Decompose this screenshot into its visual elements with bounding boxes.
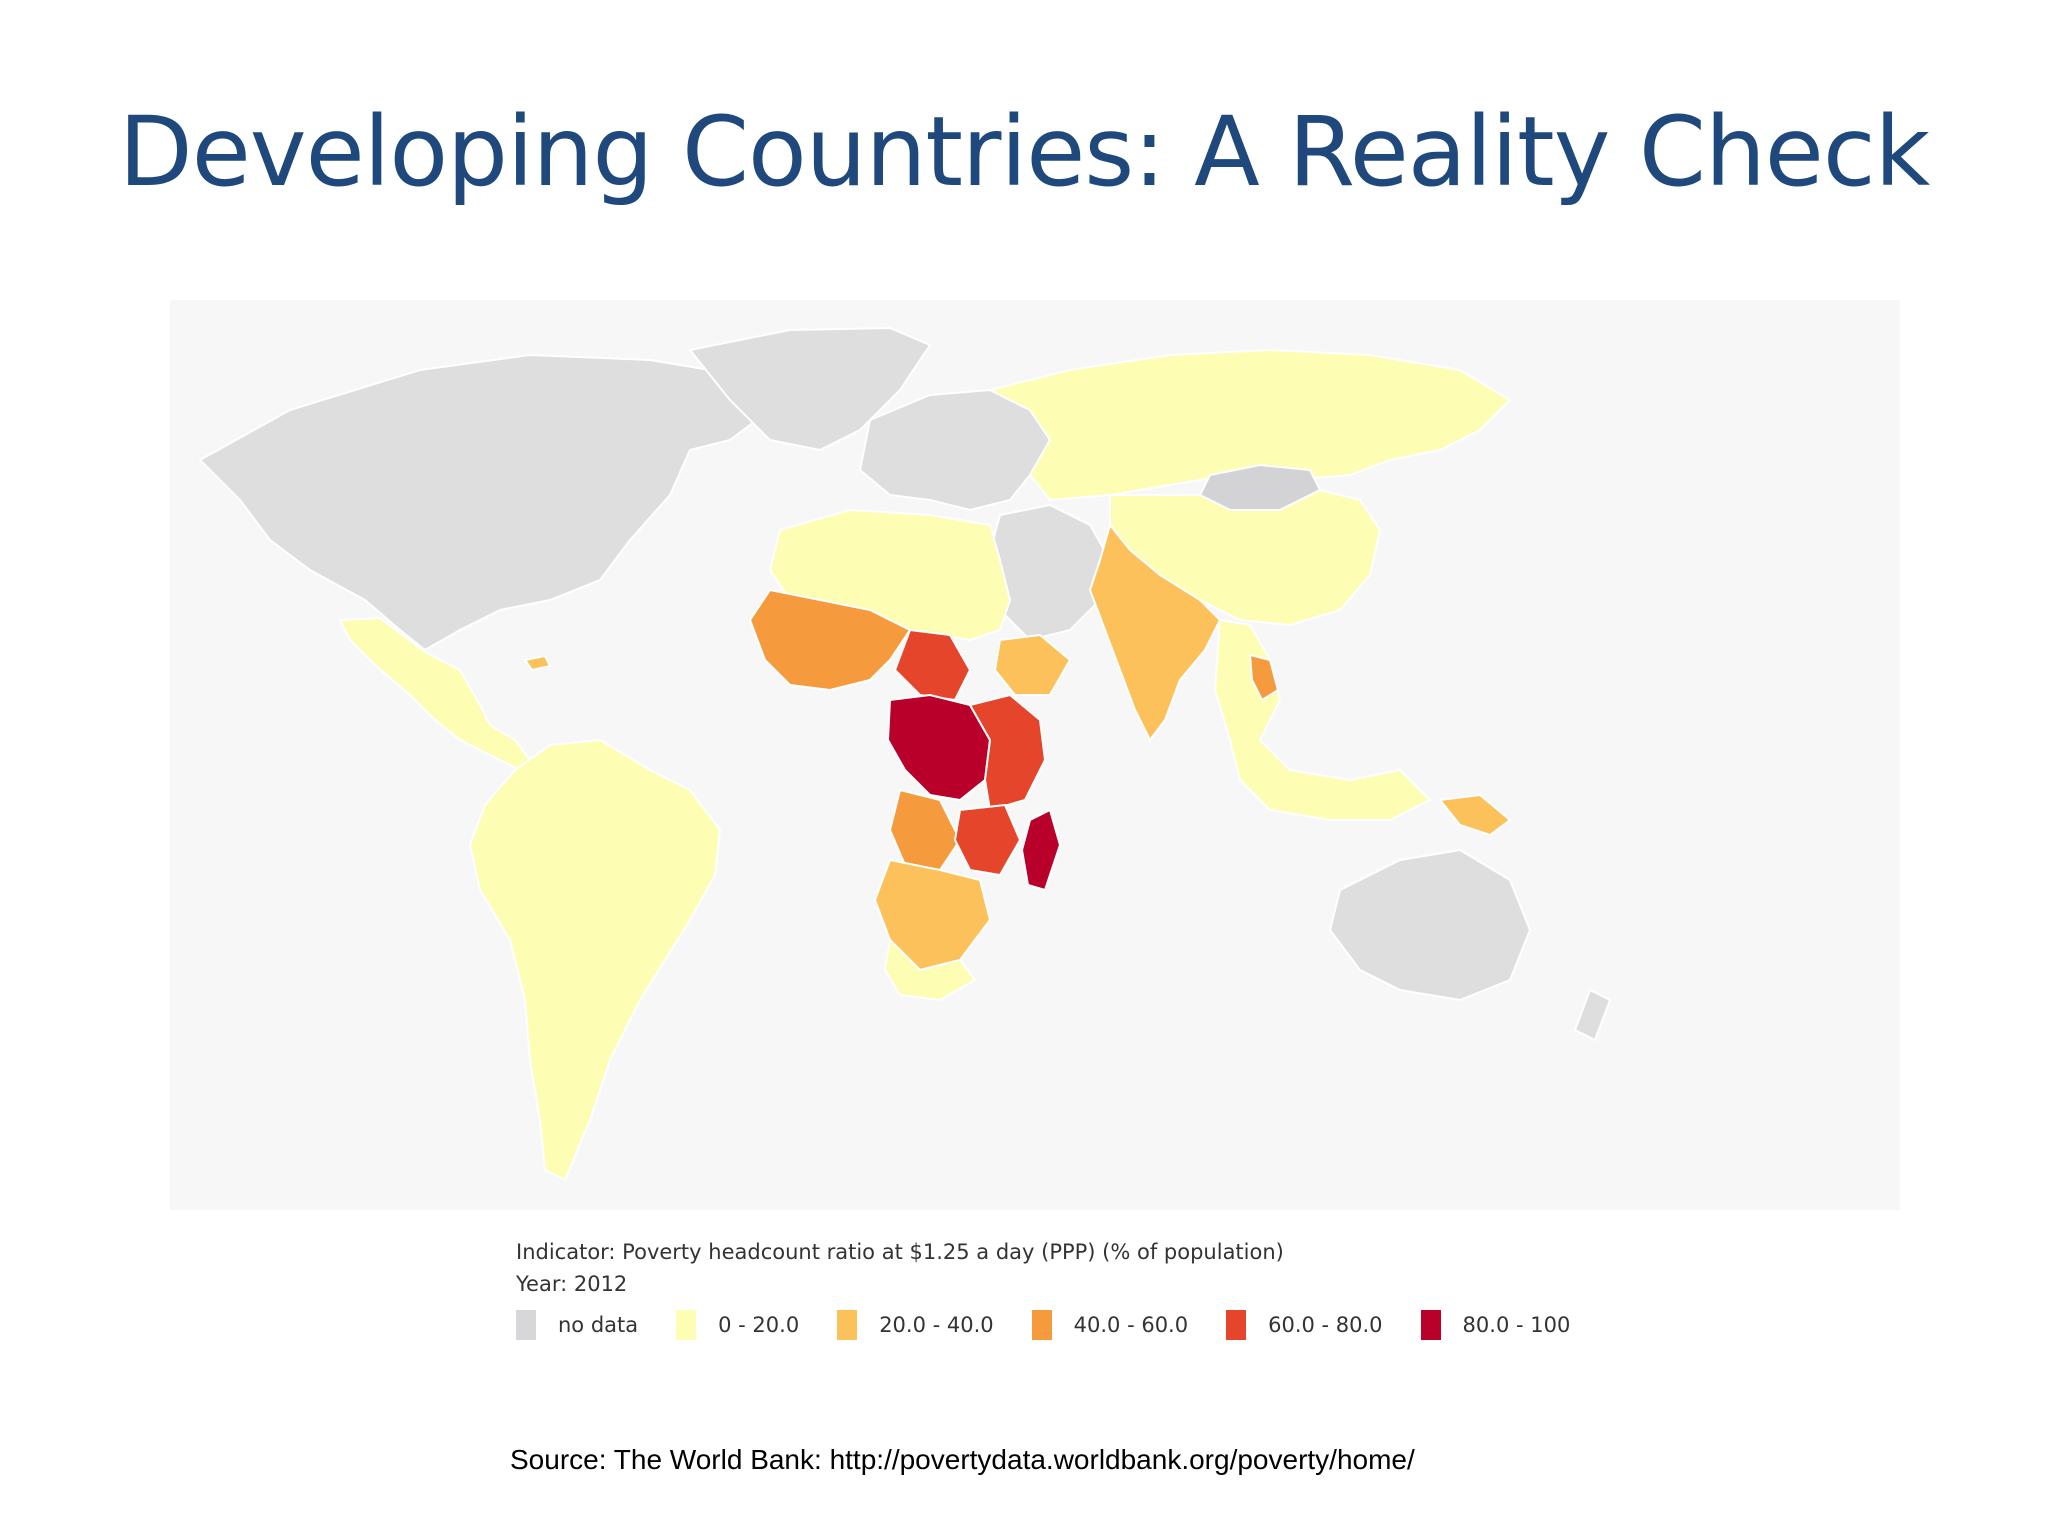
- legend-indicator: Indicator: Poverty headcount ratio at $1…: [516, 1240, 1284, 1264]
- region-angola: [889, 789, 961, 871]
- region-horn-of-africa: [994, 634, 1071, 696]
- region-mekong: [1249, 654, 1279, 701]
- region-madagascar: [1021, 809, 1061, 891]
- region-australia: [1329, 849, 1531, 1001]
- legend-swatch: [676, 1310, 697, 1340]
- legend-label: 80.0 - 100: [1462, 1313, 1571, 1337]
- region-west-africa: [749, 589, 911, 691]
- legend-swatch: [1031, 1310, 1052, 1340]
- legend-items: no data 0 - 20.0 20.0 - 40.0 40.0 - 60.0…: [516, 1308, 1570, 1342]
- world-map-svg: [199, 327, 1611, 1181]
- region-south-asia: [1089, 524, 1221, 741]
- legend-item-40-60: 40.0 - 60.0: [1031, 1310, 1189, 1340]
- legend-label: 60.0 - 80.0: [1268, 1313, 1383, 1337]
- legend-label: 20.0 - 40.0: [879, 1313, 994, 1337]
- region-sahel: [894, 629, 971, 701]
- region-southeast-asia: [1214, 619, 1431, 821]
- region-mozambique: [954, 804, 1021, 876]
- legend-item-0-20: 0 - 20.0: [676, 1310, 799, 1340]
- world-poverty-map: [170, 300, 1900, 1210]
- region-papua-new-guinea: [1439, 794, 1511, 836]
- region-south-africa: [884, 939, 976, 1001]
- region-caribbean: [524, 655, 551, 671]
- region-europe: [859, 389, 1051, 511]
- legend-label: 40.0 - 60.0: [1073, 1313, 1189, 1337]
- legend-item-no-data: no data: [516, 1310, 638, 1340]
- slide-title: Developing Countries: A Reality Check: [118, 96, 1930, 208]
- legend-swatch: [1226, 1310, 1247, 1340]
- legend-swatch: [1420, 1310, 1441, 1340]
- map-legend: Indicator: Poverty headcount ratio at $1…: [516, 1236, 1570, 1342]
- legend-swatch: [837, 1310, 858, 1340]
- region-central-africa: [887, 694, 991, 801]
- legend-item-60-80: 60.0 - 80.0: [1226, 1310, 1383, 1340]
- region-north-america: [199, 354, 771, 651]
- legend-item-80-100: 80.0 - 100: [1420, 1310, 1571, 1340]
- region-east-africa: [969, 694, 1046, 811]
- legend-year: Year: 2012: [516, 1272, 628, 1296]
- region-russia-central-asia: [989, 349, 1511, 501]
- region-south-america: [469, 739, 721, 1181]
- legend-label: 0 - 20.0: [718, 1313, 800, 1337]
- legend-label: no data: [558, 1313, 639, 1337]
- legend-item-20-40: 20.0 - 40.0: [837, 1310, 994, 1340]
- legend-swatch: [516, 1310, 536, 1340]
- source-citation: Source: The World Bank: http://povertyda…: [510, 1444, 1415, 1475]
- region-new-zealand: [1574, 989, 1611, 1041]
